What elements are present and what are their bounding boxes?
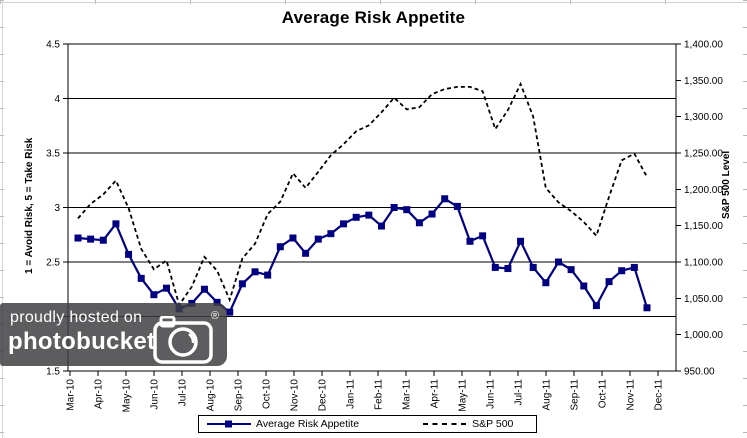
svg-text:4.5: 4.5 bbox=[46, 40, 60, 51]
svg-text:Sep-11: Sep-11 bbox=[570, 379, 581, 411]
spreadsheet-edge-line-left bbox=[2, 0, 3, 438]
spreadsheet-edge-line-top bbox=[0, 2, 747, 3]
svg-text:Jul-10: Jul-10 bbox=[178, 379, 189, 407]
svg-text:1.5: 1.5 bbox=[46, 367, 60, 378]
svg-text:1,300.00: 1,300.00 bbox=[684, 112, 723, 123]
svg-text:Nov-11: Nov-11 bbox=[626, 379, 637, 411]
svg-text:2.5: 2.5 bbox=[46, 258, 60, 269]
svg-text:1,150.00: 1,150.00 bbox=[684, 221, 723, 232]
svg-text:1,050.00: 1,050.00 bbox=[684, 294, 723, 305]
svg-text:Jun-10: Jun-10 bbox=[150, 379, 161, 410]
svg-text:Dec-10: Dec-10 bbox=[318, 379, 329, 412]
svg-text:Apr-11: Apr-11 bbox=[430, 379, 441, 409]
svg-text:Aug-11: Aug-11 bbox=[542, 379, 553, 411]
svg-text:Dec-11: Dec-11 bbox=[654, 379, 665, 411]
watermark-brand: photobucket bbox=[8, 328, 156, 355]
svg-text:4: 4 bbox=[54, 94, 60, 105]
legend-line-sample-dashed bbox=[423, 423, 468, 425]
svg-text:3: 3 bbox=[54, 203, 60, 214]
svg-text:1,000.00: 1,000.00 bbox=[684, 330, 723, 341]
svg-text:Jun-11: Jun-11 bbox=[486, 379, 497, 409]
svg-text:1,250.00: 1,250.00 bbox=[684, 149, 723, 160]
legend-label: Average Risk Appetite bbox=[256, 418, 360, 430]
svg-text:Jan-11: Jan-11 bbox=[346, 379, 357, 409]
svg-text:Apr-10: Apr-10 bbox=[94, 379, 105, 409]
legend-label: S&P 500 bbox=[472, 418, 514, 430]
svg-text:950.00: 950.00 bbox=[684, 367, 715, 378]
legend-line-sample-solid bbox=[207, 420, 251, 428]
svg-text:Feb-11: Feb-11 bbox=[374, 379, 385, 410]
svg-text:1,200.00: 1,200.00 bbox=[684, 185, 723, 196]
svg-text:Mar-11: Mar-11 bbox=[402, 379, 413, 410]
svg-text:Oct-11: Oct-11 bbox=[598, 379, 609, 409]
chart-legend: Average Risk Appetite S&P 500 bbox=[198, 415, 537, 433]
svg-text:Mar-10: Mar-10 bbox=[66, 379, 77, 411]
registered-trademark-symbol: ® bbox=[211, 310, 220, 322]
chart-title: Average Risk Appetite bbox=[281, 8, 466, 27]
legend-item-average-risk-appetite: Average Risk Appetite bbox=[207, 418, 359, 430]
spreadsheet-edge-ticks-right bbox=[743, 0, 747, 438]
svg-text:1,100.00: 1,100.00 bbox=[684, 258, 723, 269]
svg-text:1,400.00: 1,400.00 bbox=[684, 40, 723, 51]
svg-text:Sep-10: Sep-10 bbox=[234, 379, 245, 412]
svg-text:May-10: May-10 bbox=[122, 379, 133, 413]
svg-text:May-11: May-11 bbox=[458, 379, 469, 412]
photobucket-watermark: proudly hosted on photobucket ® bbox=[0, 303, 227, 366]
svg-text:Jul-11: Jul-11 bbox=[514, 379, 525, 406]
svg-text:3.5: 3.5 bbox=[46, 149, 60, 160]
svg-text:Nov-10: Nov-10 bbox=[290, 379, 301, 412]
svg-text:1,350.00: 1,350.00 bbox=[684, 76, 723, 87]
camera-icon bbox=[153, 316, 213, 364]
svg-text:Oct-10: Oct-10 bbox=[262, 379, 273, 409]
watermark-tagline: proudly hosted on bbox=[10, 309, 143, 326]
svg-text:Aug-10: Aug-10 bbox=[206, 379, 217, 412]
legend-item-sp500: S&P 500 bbox=[423, 418, 513, 430]
